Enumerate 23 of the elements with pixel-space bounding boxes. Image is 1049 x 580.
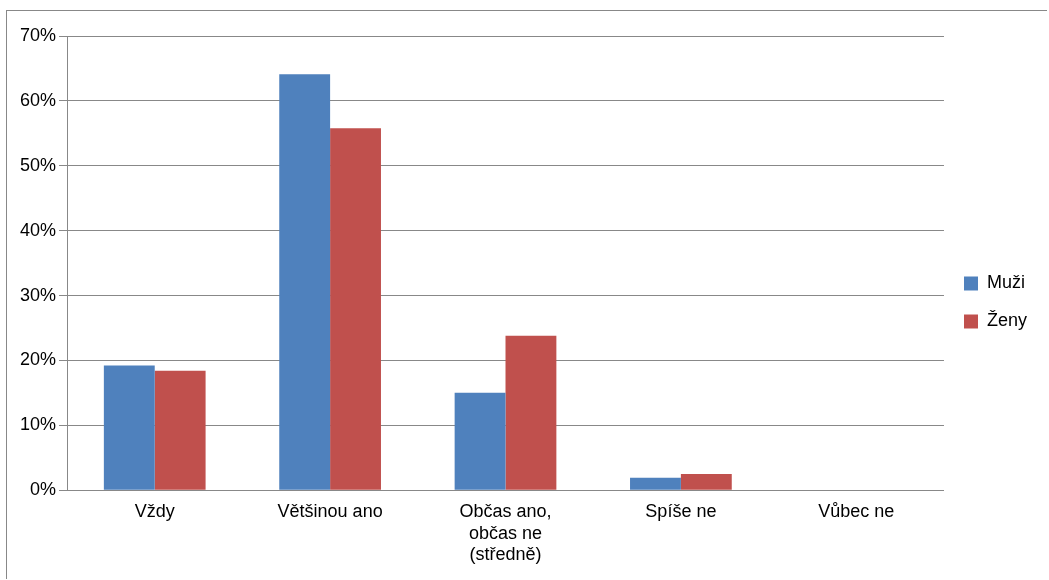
bar — [454, 392, 506, 490]
bar — [103, 365, 155, 490]
x-tick-label: Občas ano, občas ne (středně) — [459, 500, 552, 565]
y-tick-label: 70% — [20, 24, 57, 45]
x-tick-label: Spíše ne — [645, 500, 717, 521]
bar — [630, 477, 681, 490]
legend-label: Ženy — [986, 310, 1028, 331]
bar — [505, 335, 557, 490]
bar — [680, 473, 732, 490]
x-tick-label: Většinou ano — [277, 500, 383, 521]
legend-label: Muži — [986, 272, 1025, 293]
y-tick-label: 50% — [20, 154, 57, 175]
y-tick-label: 0% — [30, 479, 57, 500]
y-tick-label: 30% — [20, 284, 57, 305]
y-tick-label: 20% — [20, 349, 57, 370]
x-tick-label: Vždy — [134, 500, 175, 521]
bar — [154, 370, 206, 490]
x-tick-label: Vůbec ne — [818, 500, 895, 521]
y-tick-label: 10% — [20, 414, 57, 435]
bar — [279, 74, 331, 490]
bar — [330, 128, 381, 490]
y-tick-label: 40% — [20, 219, 57, 240]
y-tick-label: 60% — [20, 89, 57, 110]
